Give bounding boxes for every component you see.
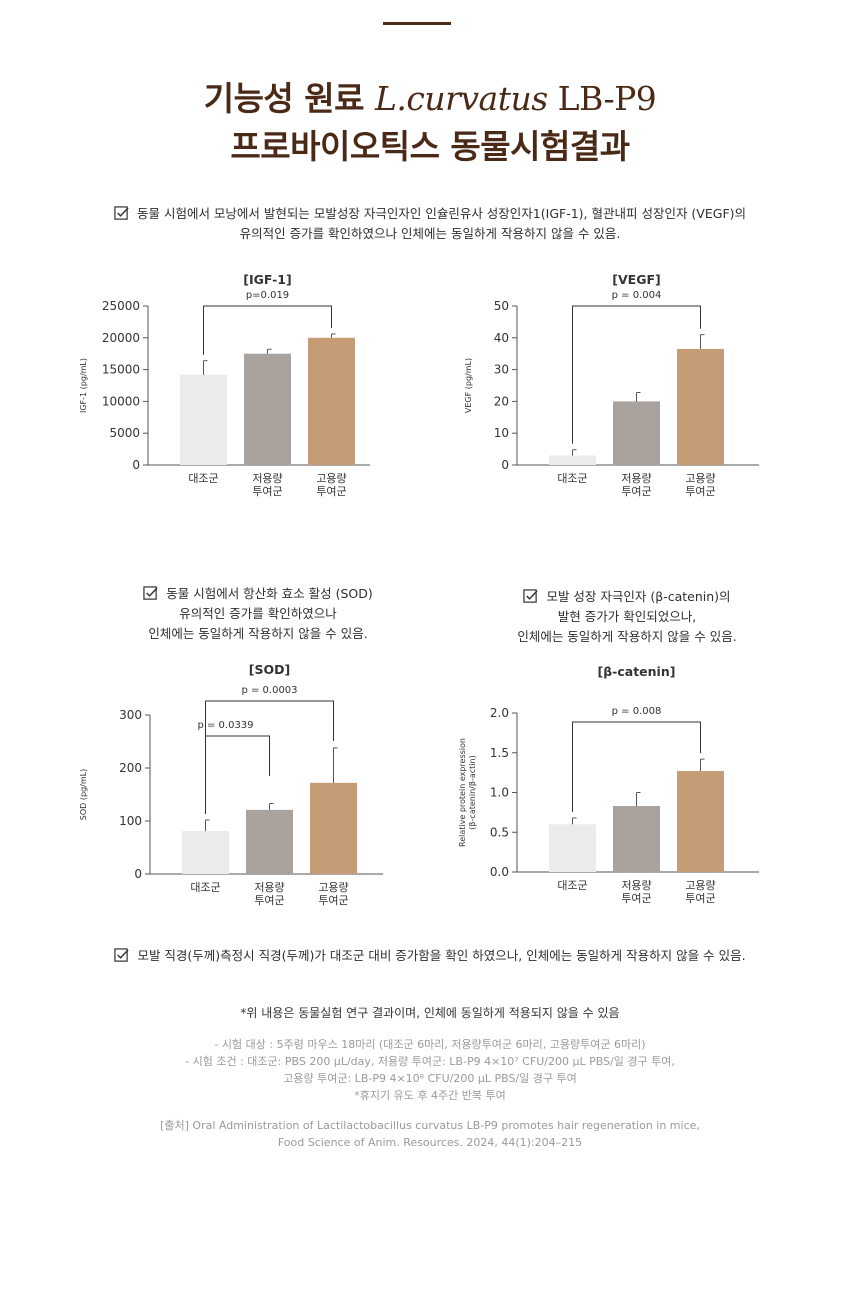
note-beta-catenin-line3: 인체에는 동일하게 작용하지 않을 수 있음. [517,629,737,644]
significance-bracket-0 [572,721,701,812]
note-igf-vegf-line2: 유의적인 증가를 확인하였으나 인체에는 동일하게 작용하지 않을 수 있음. [239,226,621,241]
bar-1 [244,353,291,465]
x-tick-label-0: 대조군 [190,881,220,894]
x-tick-label-1: 저용량 투여군 [621,879,651,905]
x-tick-label-2: 고용량 투여군 [685,472,715,498]
y-tick-label: 1.5 [490,746,509,760]
x-tick-label-2: 고용량 투여군 [685,879,715,905]
y-tick-label: 20000 [102,331,140,345]
chart-title: [SOD] [249,662,290,677]
y-tick-label: 1.0 [490,786,509,800]
y-tick-label: 40 [494,331,509,345]
note-hair-diameter: 모발 직경(두께)측정시 직경(두께)가 대조군 대비 증가함을 확인 하였으나… [0,946,860,966]
note-beta-catenin: 모발 성장 자극인자 (β-catenin)의 발현 증가가 확인되었으나, 인… [462,587,792,647]
beta-catenin-bar-chart: [β-catenin] 0.0 0.5 1.0 1.5 2.0 Relative prote… [458,664,759,905]
significance-bracket-0 [203,305,332,355]
igf1-bar-chart: [IGF-1] 0 5000 10000 15000 20000 25000 IGF-1 (p… [79,272,370,498]
chart-title: [β-catenin] [598,664,676,679]
bar-2 [310,782,357,874]
y-axis-label: IGF-1 (pg/mL) [79,358,88,413]
x-tick-label-0: 대조군 [557,472,587,485]
bar-1 [613,401,660,465]
y-tick-label: 100 [119,814,142,828]
y-tick-label: 0.0 [490,865,509,879]
y-tick-label: 10000 [102,394,140,408]
y-tick-label: 2.0 [490,706,509,720]
title-korean: 기능성 원료 [203,79,375,118]
bar-1 [613,806,660,872]
p-value-label-0: p=0.019 [246,290,289,301]
y-tick-label: 50 [494,299,509,313]
x-tick-label-1: 저용량 투여군 [252,472,282,498]
footer-condition-repeat: *휴지기 유도 후 4주간 반복 투여 [354,1089,506,1102]
title-species: L.curvatus [374,79,548,118]
top-divider [383,22,451,25]
note-sod-line1: 동물 시험에서 항산화 효소 활성 (SOD) [166,586,373,601]
title-strain: LB-P9 [547,79,657,118]
y-tick-label: 0 [132,458,140,472]
y-tick-label: 15000 [102,363,140,377]
y-tick-label: 0.5 [490,825,509,839]
y-tick-label: 10 [494,426,509,440]
significance-bracket-0 [572,305,701,444]
p-value-label-0: p = 0.0339 [197,720,253,731]
checkbox-icon [114,948,130,962]
bar-0 [549,455,596,465]
checkbox-icon [114,206,129,220]
bar-1 [246,809,293,874]
y-tick-label: 25000 [102,299,140,313]
p-value-label-0: p = 0.004 [612,290,662,301]
footer-condition-subjects: - 시험 대상 : 5주령 마우스 18마리 (대조군 6마리, 저용량투여군 … [214,1038,646,1051]
x-tick-label-0: 대조군 [188,472,218,485]
significance-bracket-1 [205,700,334,814]
note-beta-catenin-line1: 모발 성장 자극인자 (β-catenin)의 [546,589,731,604]
bar-0 [549,824,596,872]
note-igf-vegf-line1: 동물 시험에서 모낭에서 발현되는 모발성장 자극인자인 인슐린유사 성장인자1… [0,204,860,224]
sod-bar-chart: [SOD] 0 100 200 300 SOD (pg/mL) 대조군 저용량 투여군 고용량 투여… [79,662,383,907]
footer-condition-dosing: - 시험 조건 : 대조군: PBS 200 μL/day, 저용량 투여군: … [185,1055,675,1068]
note-sod: 동물 시험에서 항산화 효소 활성 (SOD) 유의적인 증가를 확인하였으나 … [88,584,428,644]
p-value-label-0: p = 0.008 [612,706,662,717]
page-title-line2: 프로바이오틱스 동물시험결과 [230,127,630,166]
y-tick-label: 0 [501,458,509,472]
y-axis-label: SOD (pg/mL) [79,769,88,820]
x-tick-label-2: 고용량 투여군 [316,472,346,498]
bar-2 [677,771,724,872]
chart-title: [VEGF] [612,272,660,287]
chart-title: [IGF-1] [243,272,291,287]
note-sod-line3: 인체에는 동일하게 작용하지 않을 수 있음. [148,626,368,641]
y-tick-label: 20 [494,394,509,408]
x-tick-label-2: 고용량 투여군 [318,881,348,907]
vegf-bar-chart: [VEGF] 0 10 20 30 40 50 VEGF (pg/mL) 대조군 저용량 투여군 고용… [464,272,759,498]
footer-source-line2: Food Science of Anim. Resources. 2024, 4… [277,1136,583,1149]
bar-2 [308,337,355,465]
footer-disclaimer: *위 내용은 동물실험 연구 결과이며, 인체에 동일하게 적용되지 않을 수 … [240,1006,620,1020]
y-tick-label: 200 [119,761,142,775]
y-tick-label: 300 [119,708,142,722]
footer-source: [출처] Oral Administration of Lactilactoba… [0,1117,860,1151]
y-axis-label: Relative protein expression(β-catenin/β-… [458,738,477,847]
checkbox-icon [523,589,539,603]
page-title-line1: 기능성 원료 L.curvatus LB-P9 [0,72,860,120]
footer-source-line1: [출처] Oral Administration of Lactilactoba… [160,1119,700,1132]
significance-bracket-0 [205,735,270,814]
x-tick-label-1: 저용량 투여군 [621,472,651,498]
note-igf-vegf: 동물 시험에서 모낭에서 발현되는 모발성장 자극인자인 인슐린유사 성장인자1… [0,204,860,244]
y-axis-label: VEGF (pg/mL) [464,358,473,413]
y-tick-label: 5000 [109,426,140,440]
note-beta-catenin-line2: 발현 증가가 확인되었으나, [557,609,697,624]
checkbox-icon [143,586,158,600]
x-tick-label-0: 대조군 [557,879,587,892]
bar-0 [182,831,229,874]
p-value-label-1: p = 0.0003 [241,685,297,696]
bar-0 [180,374,227,465]
footer-condition-high-dose: 고용량 투여군: LB-P9 4×10⁸ CFU/200 μL PBS/일 경구… [283,1072,577,1085]
note-sod-line2: 유의적인 증가를 확인하였으나 [179,606,337,621]
x-tick-label-1: 저용량 투여군 [254,881,284,907]
footer-conditions: - 시험 대상 : 5주령 마우스 18마리 (대조군 6마리, 저용량투여군 … [0,1036,860,1104]
bar-2 [677,348,724,465]
y-tick-label: 0 [134,867,142,881]
y-tick-label: 30 [494,363,509,377]
